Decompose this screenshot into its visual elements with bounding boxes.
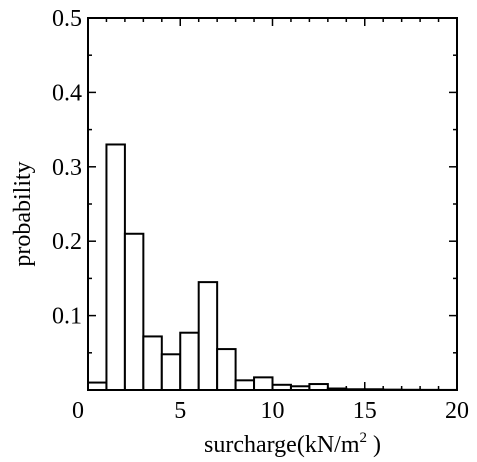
histogram-bar [105, 143, 126, 391]
x-axis-title: surcharge(kN/m2 ) [204, 430, 381, 458]
y-axis-title: probability [10, 161, 36, 266]
x-axis-title-main: surcharge(kN/m [204, 432, 360, 458]
histogram-bar [216, 348, 237, 391]
histogram-bar [234, 379, 256, 392]
x-tick-label: 15 [353, 398, 377, 424]
histogram-bar [179, 331, 200, 392]
histogram-bar [87, 381, 108, 391]
y-tick-label: 0.5 [52, 6, 82, 32]
y-tick-label: 0.4 [52, 80, 82, 106]
axis-tick-labels: 0 5 10 15 20 0.1 0.2 0.3 0.4 0.5 [52, 6, 469, 424]
histogram-bar [160, 353, 182, 391]
x-axis-title-suffix: ) [367, 432, 381, 458]
histogram-bar [142, 335, 163, 392]
y-tick-label: 0.3 [52, 155, 82, 181]
x-tick-label: 0 [72, 398, 84, 424]
y-tick-label: 0.2 [52, 229, 82, 255]
histogram-bar [123, 232, 145, 391]
x-tick-label: 5 [174, 398, 186, 424]
histogram-bar [253, 376, 274, 391]
histogram-bar [197, 281, 219, 391]
axis-ticks [87, 17, 458, 391]
histogram-bars [87, 143, 458, 392]
x-axis-title-superscript: 2 [360, 430, 368, 446]
x-tick-label: 10 [261, 398, 285, 424]
y-tick-label: 0.1 [52, 304, 82, 330]
x-tick-label: 20 [445, 398, 469, 424]
